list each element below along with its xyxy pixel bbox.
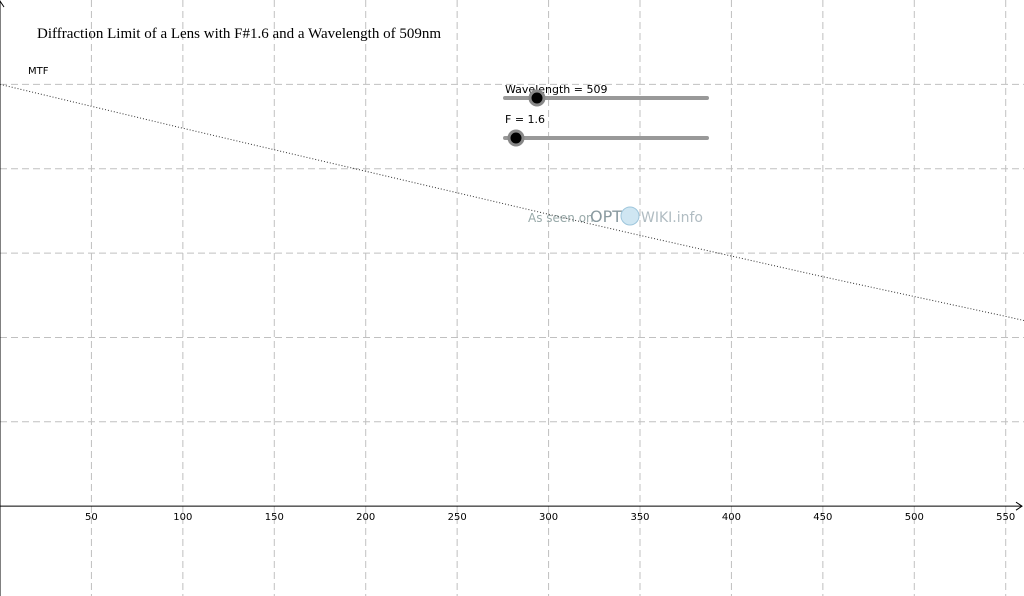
x-tick-label: 550 bbox=[996, 512, 1015, 523]
x-tick-label: 100 bbox=[173, 512, 192, 523]
slider-label: Wavelength = 509 bbox=[505, 83, 607, 96]
x-tick-label: 400 bbox=[722, 512, 741, 523]
x-tick-label: 250 bbox=[448, 512, 467, 523]
y-axis-label: MTF bbox=[28, 66, 49, 77]
x-tick-label: 350 bbox=[630, 512, 649, 523]
x-tick-label: 200 bbox=[356, 512, 375, 523]
x-axis-arrow bbox=[1015, 501, 1023, 511]
watermark-prefix: As seen on bbox=[528, 211, 594, 225]
x-tick-label: 50 bbox=[85, 512, 98, 523]
slider-knob[interactable] bbox=[528, 89, 546, 107]
slider[interactable]: F = 1.6 bbox=[503, 113, 709, 147]
slider[interactable]: Wavelength = 509 bbox=[503, 83, 709, 107]
slider-knob[interactable] bbox=[507, 129, 525, 147]
watermark-brand: OPT bbox=[590, 207, 622, 226]
watermark: As seen on OPT WIKI.info bbox=[528, 206, 703, 226]
x-tick-label: 150 bbox=[265, 512, 284, 523]
y-axis-arrow bbox=[0, 0, 5, 8]
x-tick-label: 300 bbox=[539, 512, 558, 523]
chart-title: Diffraction Limit of a Lens with F#1.6 a… bbox=[37, 26, 441, 42]
watermark-suffix: WIKI.info bbox=[641, 210, 703, 226]
x-tick-label: 450 bbox=[813, 512, 832, 523]
x-tick-label: 500 bbox=[905, 512, 924, 523]
slider-label: F = 1.6 bbox=[505, 113, 545, 126]
watermark-logo bbox=[620, 206, 640, 226]
